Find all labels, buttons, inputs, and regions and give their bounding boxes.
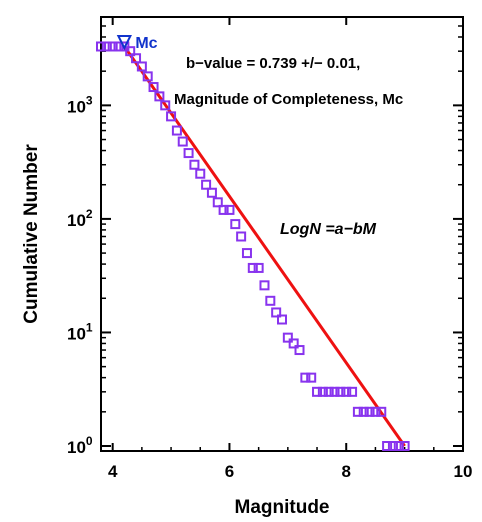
fit-equation: LogN =a−bM bbox=[280, 221, 377, 238]
data-point bbox=[107, 41, 118, 52]
x-axis: 4 6 8 10 bbox=[108, 17, 473, 481]
data-point bbox=[171, 125, 182, 136]
data-point bbox=[142, 71, 153, 82]
x-axis-title: Magnitude bbox=[235, 497, 330, 518]
data-point bbox=[253, 262, 264, 273]
data-point bbox=[277, 314, 287, 325]
data-point bbox=[399, 441, 410, 451]
data-point bbox=[136, 61, 147, 72]
y-axis-title: Cumulative Number bbox=[21, 144, 42, 324]
data-point bbox=[125, 46, 136, 57]
data-point bbox=[154, 91, 165, 102]
data-point bbox=[347, 386, 358, 397]
data-point bbox=[265, 295, 276, 306]
data-point bbox=[282, 332, 293, 343]
data-point bbox=[195, 168, 206, 179]
data-point bbox=[323, 386, 334, 397]
data-point bbox=[306, 372, 317, 383]
data-point bbox=[382, 441, 393, 451]
data-point bbox=[218, 204, 229, 215]
data-point bbox=[148, 82, 159, 93]
data-point bbox=[101, 41, 112, 52]
data-point bbox=[131, 53, 142, 64]
data-point bbox=[387, 441, 398, 451]
mc-marker: Mc bbox=[116, 35, 158, 52]
data-point bbox=[96, 41, 106, 52]
inverted-triangle-icon bbox=[116, 35, 132, 51]
data-point bbox=[288, 338, 299, 349]
data-point bbox=[352, 406, 363, 417]
y-tick-label: 101 bbox=[67, 320, 93, 343]
data-point bbox=[247, 262, 258, 273]
data-point bbox=[294, 345, 305, 356]
data-point bbox=[312, 386, 323, 397]
data-point bbox=[335, 386, 346, 397]
data-point bbox=[189, 159, 200, 170]
y-tick-label: 102 bbox=[67, 207, 93, 230]
data-point bbox=[230, 219, 241, 230]
x-tick-label: 10 bbox=[454, 462, 473, 481]
data-point bbox=[300, 372, 311, 383]
data-point bbox=[177, 136, 188, 147]
data-point bbox=[241, 248, 252, 259]
data-point bbox=[212, 197, 223, 208]
data-point bbox=[206, 187, 217, 198]
data-point bbox=[370, 406, 381, 417]
data-point bbox=[259, 280, 270, 291]
data-point bbox=[271, 307, 282, 318]
plot-frame bbox=[100, 16, 464, 452]
data-point bbox=[160, 100, 171, 111]
x-tick-label: 8 bbox=[341, 462, 350, 481]
data-point bbox=[358, 406, 369, 417]
data-point bbox=[393, 441, 404, 451]
data-point bbox=[376, 406, 387, 417]
x-tick-label: 4 bbox=[108, 462, 118, 481]
mc-label: Mc bbox=[135, 35, 157, 52]
y-axis: 100 101 102 103 bbox=[67, 16, 463, 457]
data-point bbox=[166, 111, 177, 122]
data-point bbox=[201, 179, 212, 190]
data-point bbox=[236, 231, 247, 242]
x-tick-label: 6 bbox=[225, 462, 234, 481]
data-points bbox=[96, 41, 410, 451]
data-point bbox=[364, 406, 375, 417]
data-point bbox=[341, 386, 352, 397]
y-tick-label: 103 bbox=[67, 93, 93, 116]
data-point bbox=[183, 148, 194, 159]
data-point bbox=[317, 386, 328, 397]
b-value-annotation: b−value = 0.739 +/− 0.01, bbox=[186, 55, 360, 72]
data-point bbox=[224, 204, 235, 215]
mc-annotation: Magnitude of Completeness, Mc bbox=[174, 91, 403, 108]
y-tick-label: 100 bbox=[67, 434, 93, 457]
data-point bbox=[329, 386, 340, 397]
